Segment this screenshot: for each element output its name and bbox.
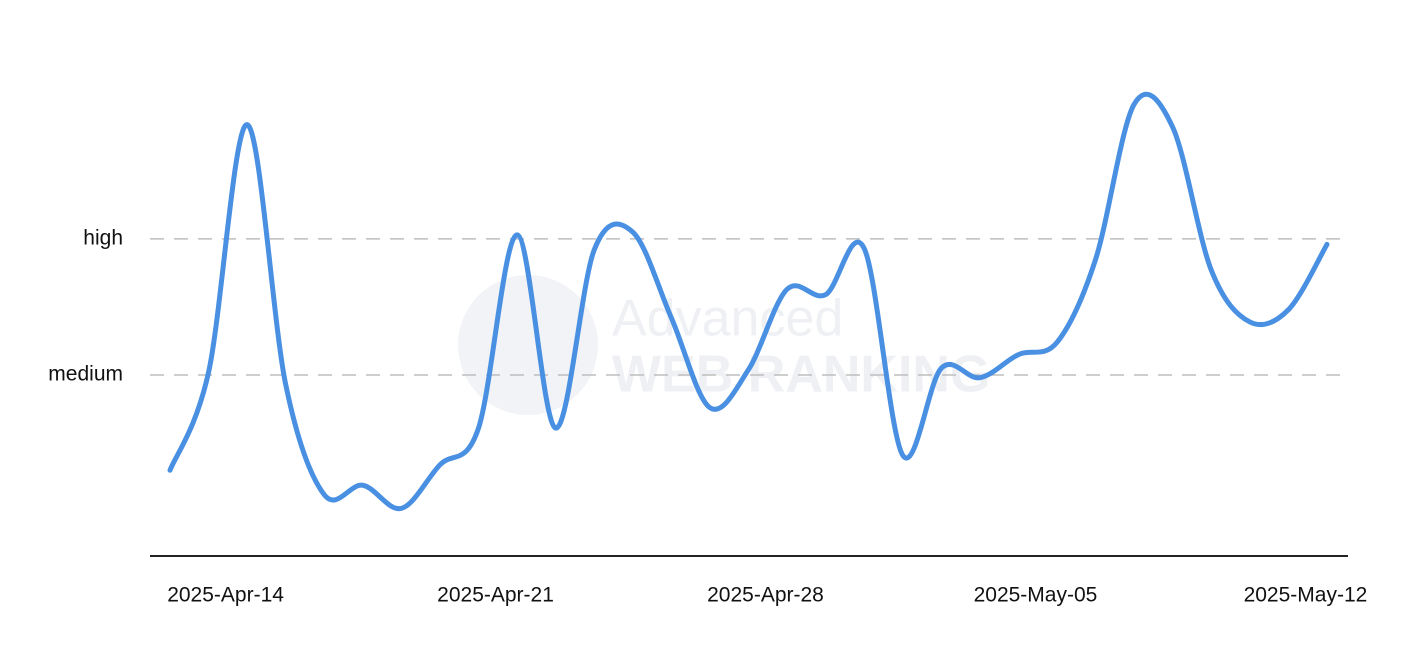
watermark-logo (458, 275, 598, 415)
x-tick-label: 2025-Apr-21 (437, 584, 554, 607)
y-tick-label: high (83, 226, 123, 249)
watermark-text: Advanced (612, 290, 843, 348)
x-tick-label: 2025-Apr-14 (167, 584, 284, 607)
x-tick-label: 2025-May-05 (974, 584, 1098, 607)
x-tick-label: 2025-May-12 (1244, 584, 1368, 607)
line-series (167, 91, 1330, 511)
y-tick-label: medium (48, 363, 123, 386)
x-tick-label: 2025-Apr-28 (707, 584, 824, 607)
